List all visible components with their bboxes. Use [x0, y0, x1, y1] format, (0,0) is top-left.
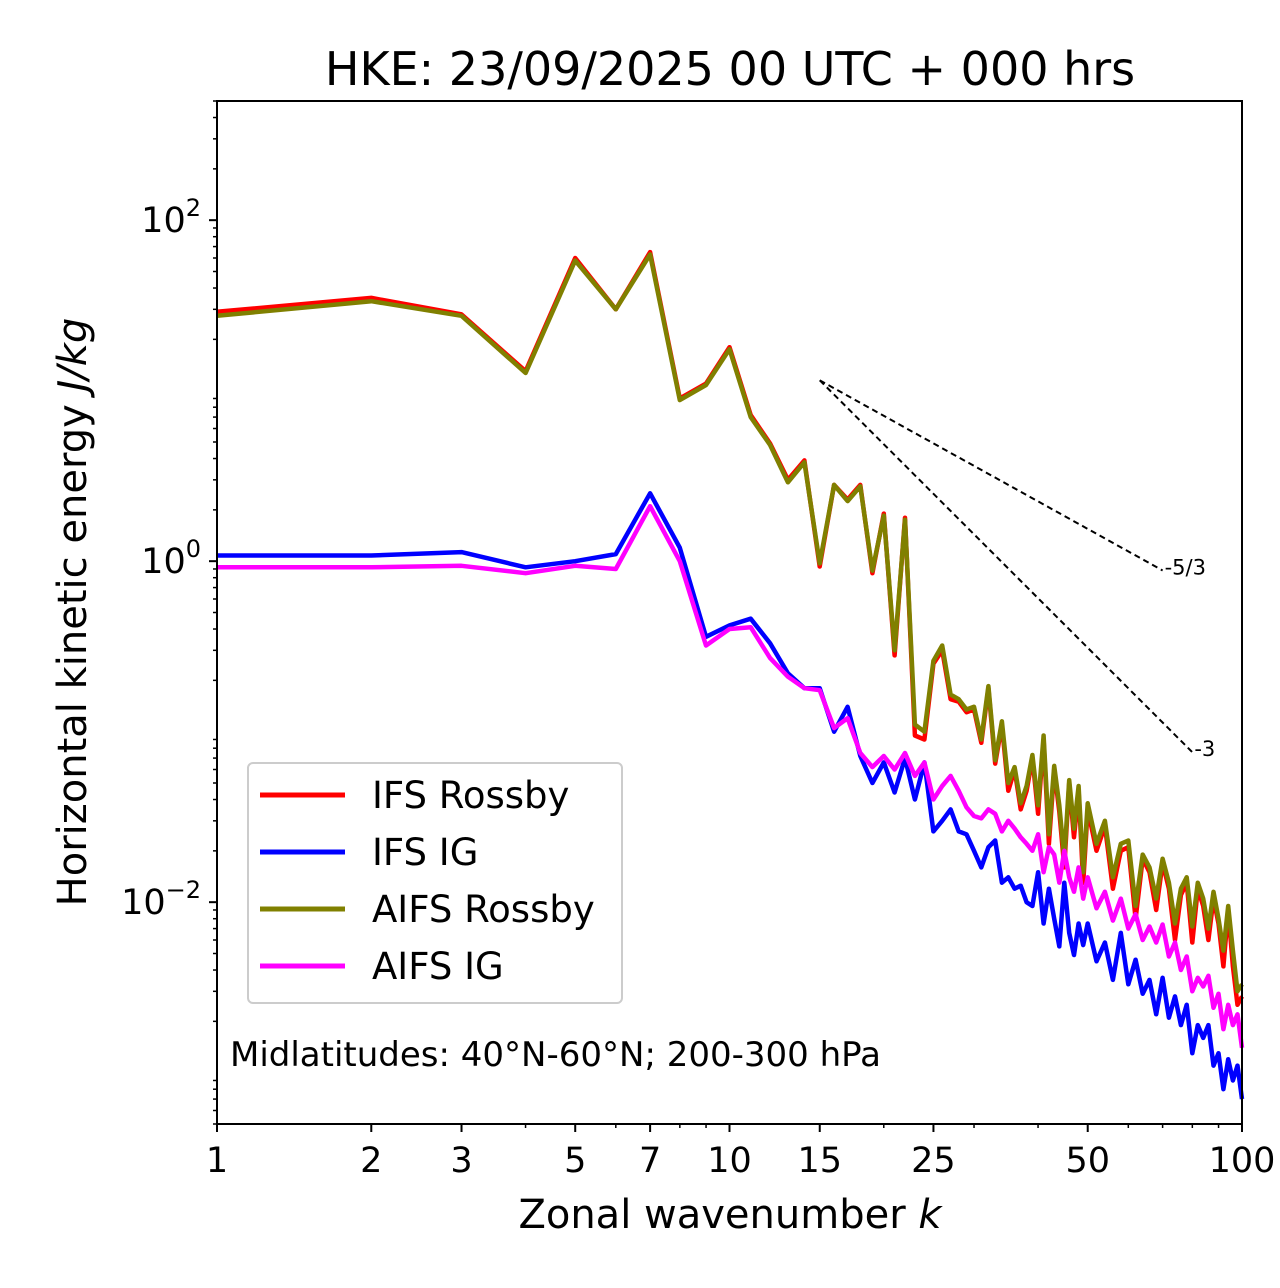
- legend: IFS Rossby IFS IG AIFS Rossby AIFS IG: [247, 762, 623, 1004]
- legend-label-2: AIFS Rossby: [372, 888, 595, 931]
- x-tick-label: 7: [639, 1141, 661, 1181]
- x-tick-label: 15: [797, 1141, 842, 1181]
- legend-box: [247, 762, 623, 1004]
- series-line-3: [217, 503, 1245, 1049]
- x-axis-label-text: Zonal wavenumber: [518, 1192, 906, 1238]
- x-tick-label: 25: [911, 1141, 956, 1181]
- plot-area: -5/3 -3: [216, 100, 1245, 1125]
- x-tick-label: 3: [450, 1141, 472, 1181]
- reference-line-0: [819, 379, 1164, 572]
- x-tick-label: 50: [1065, 1141, 1110, 1181]
- x-tick-label: 100: [1209, 1141, 1276, 1181]
- legend-label-3: AIFS IG: [372, 945, 504, 988]
- y-axis-label-text: Horizontal kinetic energy: [50, 404, 96, 906]
- x-tick-label: 10: [707, 1141, 752, 1181]
- x-tick-label: 5: [564, 1141, 586, 1181]
- x-tick-label: 2: [360, 1141, 382, 1181]
- legend-label-1: IFS IG: [372, 831, 478, 874]
- x-axis: 1 2 3 5 7 10 15 25 50 100: [206, 1124, 1276, 1181]
- y-tick-label: 100: [141, 535, 201, 582]
- y-axis-label-units: J/kg: [50, 318, 96, 399]
- series-line-2: [216, 252, 1244, 994]
- reference-label-0: -5/3: [1165, 555, 1206, 579]
- y-tick-label: 10−2: [121, 876, 201, 923]
- y-axis-label: Horizontal kinetic energy J/kg: [50, 318, 96, 907]
- y-axis: 10−2 100 102: [121, 100, 217, 1125]
- reference-lines: -5/3 -3: [819, 379, 1215, 761]
- reference-label-1: -3: [1194, 737, 1215, 761]
- y-tick-label: 102: [141, 194, 201, 241]
- x-axis-label: Zonal wavenumber k: [518, 1192, 943, 1238]
- series-layer: [216, 249, 1245, 1100]
- x-tick-label: 1: [206, 1141, 228, 1181]
- reference-line-1: [819, 379, 1194, 753]
- legend-label-0: IFS Rossby: [372, 774, 569, 817]
- x-axis-label-var: k: [918, 1192, 943, 1238]
- region-annotation: Midlatitudes: 40°N-60°N; 200-300 hPa: [230, 1035, 881, 1075]
- chart-title: HKE: 23/09/2025 00 UTC + 000 hrs: [325, 42, 1135, 96]
